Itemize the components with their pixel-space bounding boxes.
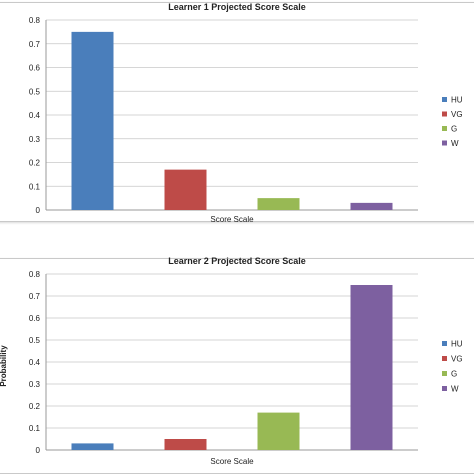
- chart-2-x-axis-title: Score Scale: [210, 457, 254, 466]
- chart-2-bar-vg: [164, 439, 207, 450]
- chart-2-legend-swatch-hu: [442, 341, 447, 346]
- chart-2-ytick-label: 0.8: [29, 270, 41, 279]
- chart-1-ytick-label: 0.4: [29, 111, 41, 120]
- chart-2-ytick-label: 0.2: [29, 402, 41, 411]
- chart-2-legend-swatch-g: [442, 371, 447, 376]
- chart-1-ytick-label: 0.6: [29, 64, 41, 73]
- chart-1-legend-label-hu: HU: [451, 96, 463, 105]
- chart-title-learner-2: Learner 2 Projected Score Scale: [168, 256, 306, 266]
- chart-1-ytick-label: 0.2: [29, 159, 41, 168]
- chart-2-ytick-label: 0.1: [29, 424, 41, 433]
- chart-2-legend-swatch-w: [442, 386, 447, 391]
- chart-1-ytick-label: 0: [36, 206, 41, 215]
- chart-1-legend-swatch-w: [442, 140, 447, 146]
- chart-1-x-axis-title: Score Scale: [210, 215, 254, 224]
- chart-2-legend-label-vg: VG: [451, 355, 463, 364]
- chart-1-ytick-label: 0.8: [29, 16, 41, 25]
- chart-1-ytick-label: 0.5: [29, 87, 41, 96]
- chart-2-bar-hu: [71, 443, 114, 450]
- chart-1-bar-g: [257, 198, 300, 210]
- chart-2-ytick-label: 0.6: [29, 314, 41, 323]
- chart-1-legend-label-vg: VG: [451, 110, 463, 119]
- chart-1-ytick-label: 0.3: [29, 135, 41, 144]
- chart-2-bar-w: [350, 285, 393, 450]
- chart-panel-learner-2: [0, 258, 474, 474]
- chart-2-bar-g: [257, 412, 300, 450]
- chart-1-bar-w: [350, 202, 393, 210]
- chart-2-legend-label-g: G: [451, 370, 457, 379]
- chart-2-legend-swatch-vg: [442, 356, 447, 361]
- chart-1-legend-swatch-hu: [442, 97, 447, 102]
- chart-2-legend-label-w: W: [451, 385, 459, 394]
- chart-2-ytick-label: 0.7: [29, 292, 41, 301]
- chart-2-ytick-label: 0: [36, 446, 41, 455]
- chart-2-ytick-label: 0.5: [29, 336, 41, 345]
- chart-1-ytick-label: 0.7: [29, 40, 41, 49]
- chart-1-ytick-label: 0.1: [29, 182, 41, 191]
- chart-1-legend-swatch-g: [442, 126, 447, 131]
- chart-1-legend-label-w: W: [451, 139, 459, 148]
- chart-2-ytick-label: 0.3: [29, 380, 41, 389]
- chart-1-legend-label-g: G: [451, 125, 457, 134]
- chart-1-legend-swatch-vg: [442, 111, 447, 117]
- chart-2-ytick-label: 0.4: [29, 358, 41, 367]
- chart-1-bar-vg: [164, 169, 207, 210]
- chart-1-bar-hu: [71, 31, 114, 210]
- chart-2-y-axis-title: Probability: [0, 345, 8, 387]
- chart-2-legend-label-hu: HU: [451, 340, 463, 349]
- chart-title-learner-1: Learner 1 Projected Score Scale: [168, 2, 306, 12]
